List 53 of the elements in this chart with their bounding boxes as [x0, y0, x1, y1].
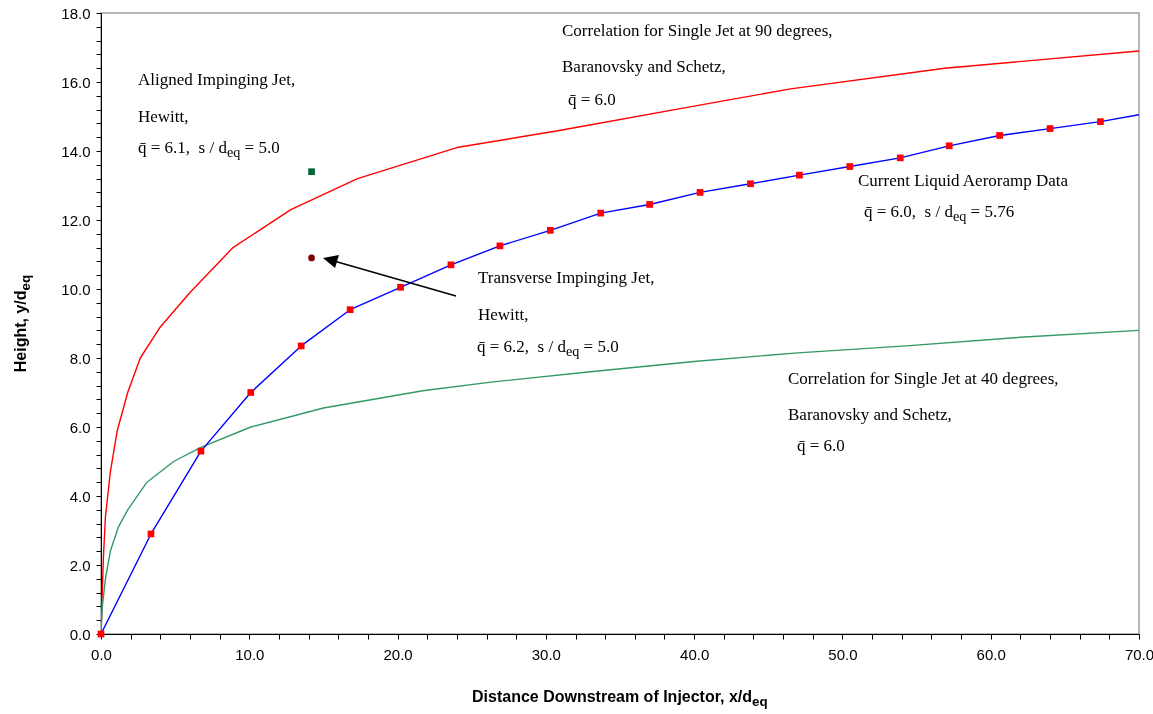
y-tick-label: 18.0	[61, 4, 91, 22]
x-tick-label: 20.0	[383, 645, 413, 663]
annotation: q̄ = 6.2, s / d$_{eq}$ = 5.0	[477, 337, 619, 362]
y-tick-label: 4.0	[69, 487, 91, 505]
point	[646, 201, 654, 208]
x-tick-label: 50.0	[828, 645, 858, 663]
point	[696, 189, 704, 196]
point	[945, 142, 953, 150]
x-tick-label: 40.0	[680, 645, 710, 663]
annotation: Hewitt,	[478, 305, 529, 325]
annotation: Correlation for Single Jet at 40 degrees,	[788, 369, 1059, 389]
point	[297, 342, 305, 350]
point	[996, 132, 1003, 139]
x-tick-label: 60.0	[976, 645, 1006, 663]
point	[247, 389, 255, 396]
annotation: q̄ = 6.0	[568, 90, 616, 110]
annotation: Baranovsky and Schetz,	[788, 405, 952, 425]
point	[346, 306, 354, 314]
x-tick-label: 10.0	[235, 645, 265, 663]
annotation: q̄ = 6.0, s / d$_{eq}$ = 5.76	[864, 202, 1015, 227]
x-tick-label: 0.0	[91, 645, 112, 663]
point	[197, 447, 205, 455]
annotation: Baranovsky and Schetz,	[562, 57, 726, 77]
y-tick-label: 16.0	[61, 73, 91, 91]
x-axis-title: Distance Downstream of Injector, x/d$_{eq}$	[472, 688, 768, 710]
annotation: Hewitt,	[138, 107, 189, 127]
point	[796, 171, 803, 179]
y-tick-label: 6.0	[69, 418, 91, 436]
point	[597, 209, 605, 217]
y-tick-label: 2.0	[69, 556, 91, 574]
annotation: Current Liquid Aeroramp Data	[858, 171, 1069, 191]
point	[846, 163, 854, 170]
annotation: Transverse Impinging Jet,	[478, 268, 655, 288]
y-tick-label: 10.0	[61, 280, 91, 298]
point	[1097, 118, 1104, 126]
y-tick-label: 0.0	[69, 625, 91, 643]
point	[896, 154, 904, 162]
y-tick-label: 8.0	[69, 349, 91, 367]
y-tick-label: 14.0	[61, 142, 91, 160]
point	[308, 254, 315, 262]
annotation: Correlation for Single Jet at 90 degrees,	[562, 21, 833, 41]
point	[397, 283, 404, 291]
point	[447, 261, 455, 269]
y-tick-label: 12.0	[61, 211, 91, 229]
x-tick-label: 70.0	[1124, 645, 1153, 663]
x-tick-label: 30.0	[531, 645, 561, 663]
point	[1046, 125, 1054, 132]
annotation: q̄ = 6.1, s / d$_{eq}$ = 5.0	[138, 138, 280, 163]
annotation: Aligned Impinging Jet,	[138, 70, 296, 90]
annotation: q̄ = 6.0	[797, 436, 845, 456]
point	[546, 227, 554, 234]
point	[308, 168, 315, 176]
point	[747, 180, 754, 188]
